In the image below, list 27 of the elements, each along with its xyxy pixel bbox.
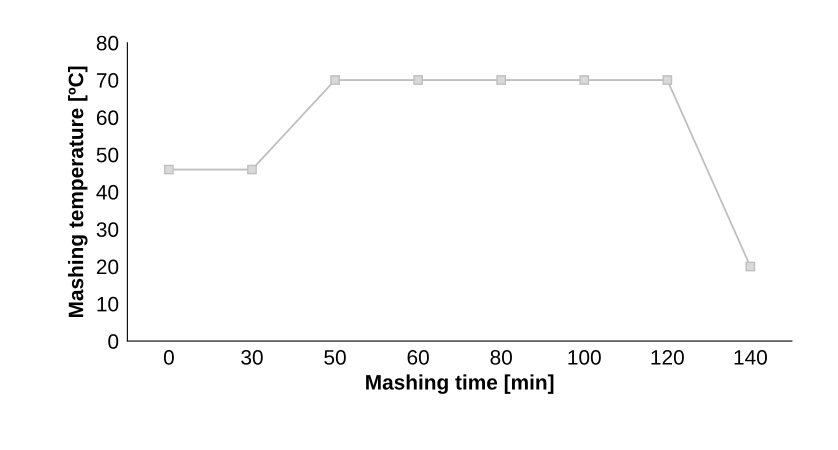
y-tick-label: 10 <box>97 296 118 312</box>
x-tick-label: 30 <box>241 350 263 365</box>
y-tick-label: 70 <box>96 73 118 88</box>
point <box>662 75 672 85</box>
x-tick-label: 140 <box>734 350 767 365</box>
x-tick-label: 100 <box>568 350 601 365</box>
point <box>164 164 174 174</box>
x-tick-label: 80 <box>490 350 512 365</box>
point <box>746 262 756 272</box>
point <box>496 75 506 85</box>
x-tick-label: 50 <box>324 350 346 365</box>
y-tick-label: 50 <box>96 148 118 162</box>
point <box>579 75 590 85</box>
y-tick-label: 20 <box>96 260 118 274</box>
x-tick-label: 120 <box>652 350 684 365</box>
point <box>330 75 340 85</box>
y-tick-label: 30 <box>96 222 118 237</box>
point <box>247 164 257 174</box>
y-tick-label: 40 <box>96 184 118 200</box>
y-tick-label: 80 <box>96 36 118 51</box>
point <box>413 75 423 85</box>
y-tick-label: 0 <box>108 334 118 349</box>
x-axis-title: Mashing time [min] <box>366 374 554 394</box>
x-tick-label: 60 <box>408 350 429 365</box>
x-tick-label: 0 <box>164 350 174 365</box>
y-axis-title: Mashing temperature [ºC] <box>68 66 88 318</box>
y-tick-label: 60 <box>96 110 118 126</box>
